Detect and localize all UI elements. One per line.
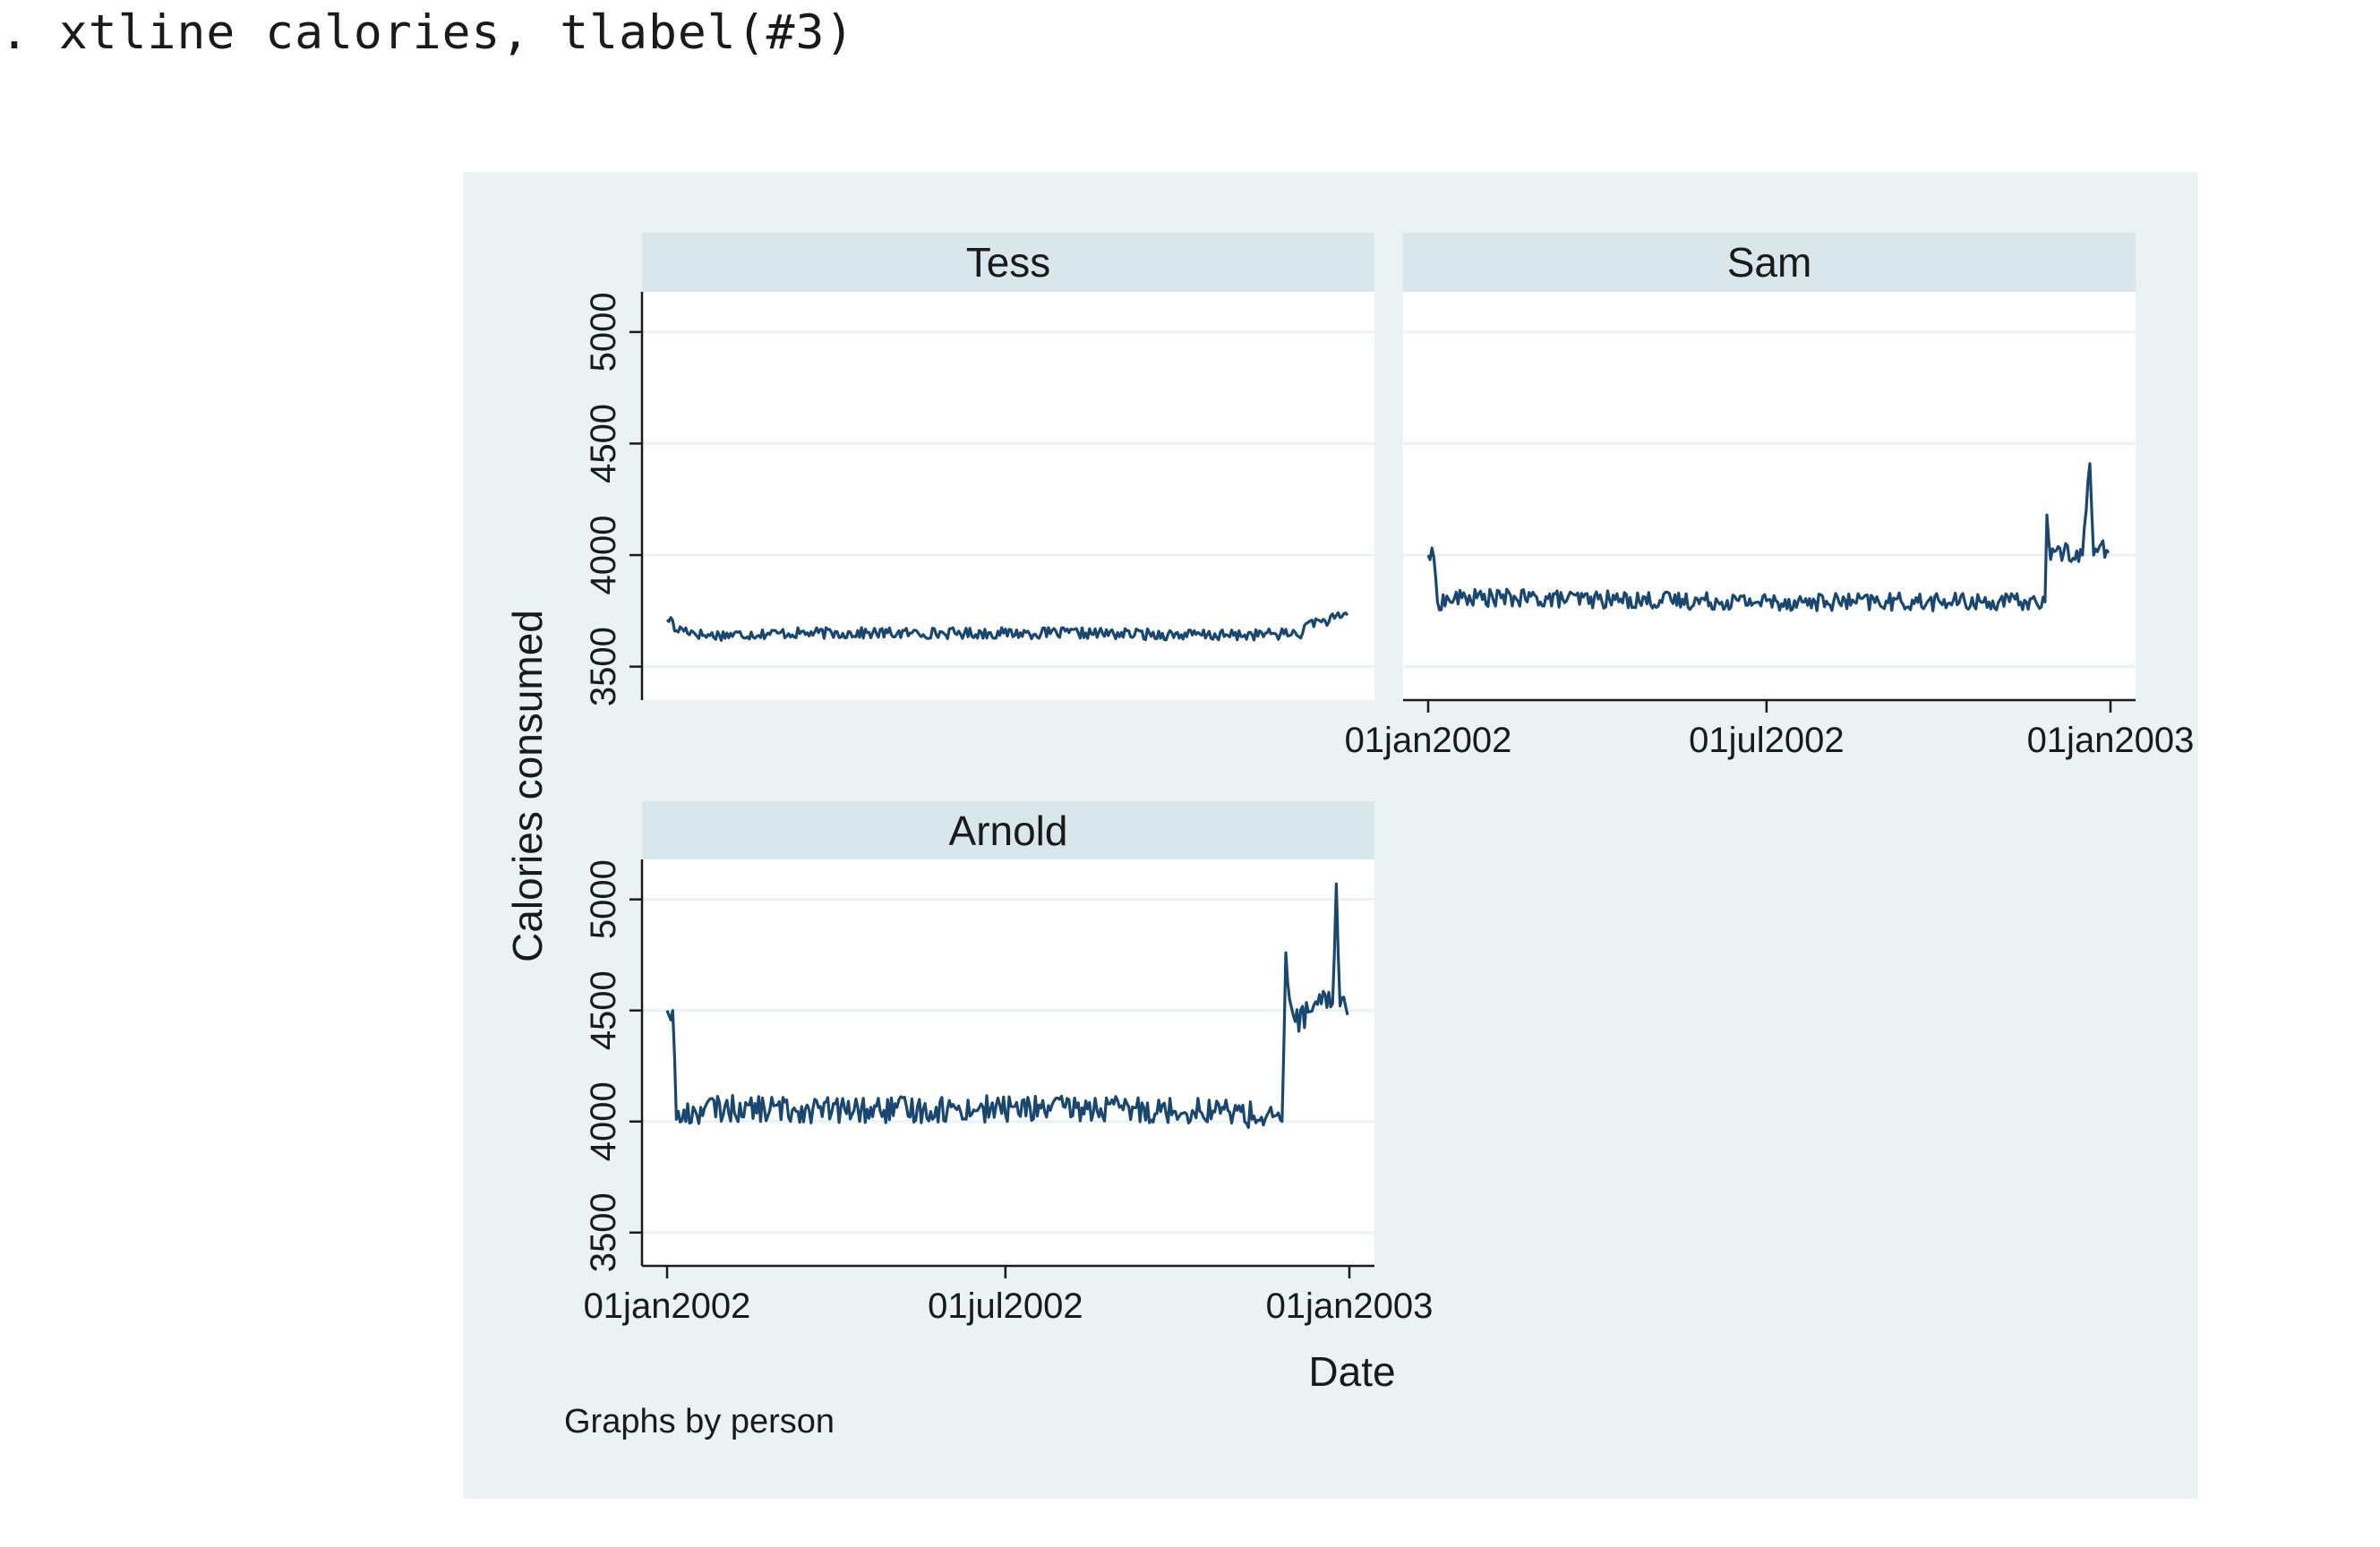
panel-title-tess: Tess <box>966 239 1051 286</box>
panel-title-sam: Sam <box>1727 239 1812 286</box>
panel-strip-arnold <box>642 801 1374 859</box>
series-line-arnold <box>665 882 1349 1130</box>
graph-note: Graphs by person <box>564 1403 835 1440</box>
y-tick-label: 4000 <box>584 1081 623 1161</box>
y-tick-label: 4500 <box>584 404 623 483</box>
y-tick-label: 5000 <box>584 292 623 372</box>
plot-area-sam <box>1403 292 2136 700</box>
series-line-sam <box>1426 462 2110 612</box>
y-tick-label: 5000 <box>584 859 623 939</box>
x-tick-label: 01jul2002 <box>928 1286 1083 1326</box>
panel-strip-sam <box>1403 233 2136 292</box>
y-axis-title: Calories consumed <box>504 610 551 962</box>
x-tick-label: 01jul2002 <box>1689 721 1845 760</box>
x-tick-label: 01jan2003 <box>1266 1286 1434 1326</box>
x-tick-label: 01jan2003 <box>2027 721 2195 760</box>
x-tick-label: 01jan2002 <box>1345 721 1512 760</box>
series-line-tess <box>665 611 1349 642</box>
panel-title-arnold: Arnold <box>949 808 1068 854</box>
y-tick-label: 3500 <box>584 627 623 706</box>
stata-command: . xtline calories, tlabel(#3) <box>0 5 855 60</box>
y-tick-label: 4500 <box>584 970 623 1050</box>
x-tick-label: 01jan2002 <box>584 1286 751 1326</box>
panels-layer: Tess 3500 4000 4500 5000 Sam 01jan2002 01jul200… <box>584 233 2195 1326</box>
plot-area-tess <box>642 292 1374 700</box>
plot-area-arnold <box>642 859 1374 1266</box>
y-tick-label: 4000 <box>584 516 623 595</box>
panel-strip-tess <box>642 233 1374 292</box>
y-tick-label: 3500 <box>584 1192 623 1272</box>
x-axis-title: Date <box>1308 1348 1395 1395</box>
